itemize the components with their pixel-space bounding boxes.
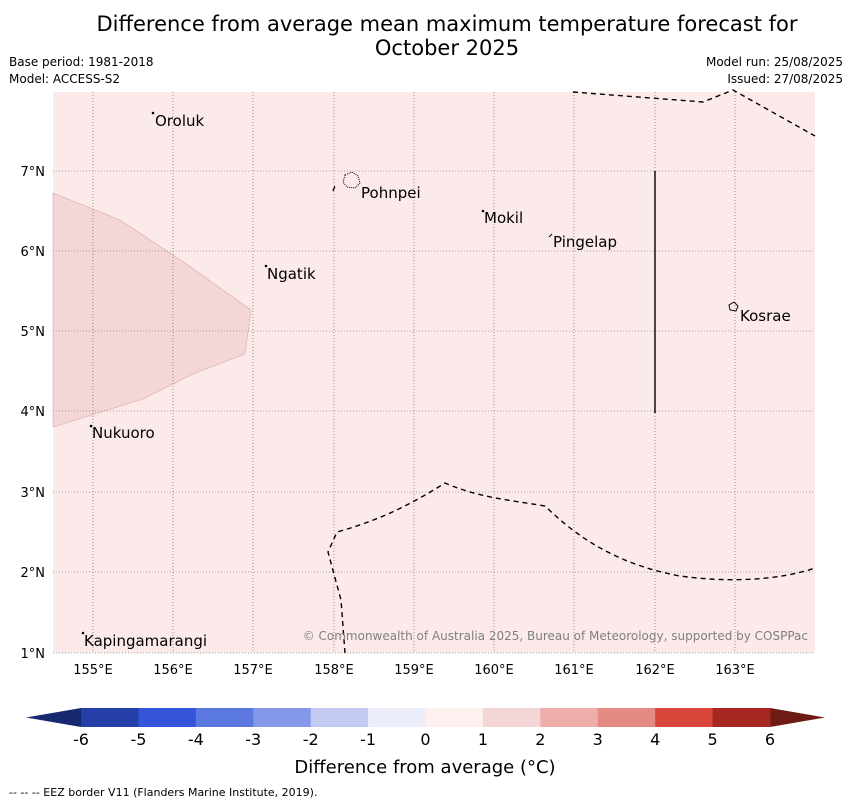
colorbar-tick-label: -3 [245, 730, 261, 749]
colorbar-tick-label: -6 [73, 730, 89, 749]
colorbar-segment [712, 708, 771, 727]
colorbar-segment [195, 708, 254, 727]
colorbar-title: Difference from average (°C) [294, 757, 556, 778]
lon-tick-label: 159°E [394, 663, 434, 678]
lon-tick-label: 155°E [73, 663, 113, 678]
anomaly-patch [52, 192, 252, 428]
footer-note: -- -- -- EEZ border V11 (Flanders Marine… [9, 786, 318, 799]
colorbar-tick-label: 3 [593, 730, 603, 749]
colorbar-tick-label: -2 [303, 730, 319, 749]
mokil-dot [481, 209, 485, 213]
pingelap-dot [548, 233, 553, 238]
gridlines [53, 92, 815, 653]
islands [81, 111, 739, 635]
map-title: Difference from average mean maximum tem… [0, 12, 850, 60]
issued-date: Issued: 27/08/2025 [727, 72, 843, 86]
model-run: Model run: 25/08/2025 [705, 55, 843, 69]
meta-right: Model run: 25/08/2025 Issued: 27/08/2025 [706, 54, 843, 88]
lat-tick-label: 7°N [21, 165, 46, 180]
lon-tick-label: 162°E [635, 663, 675, 678]
place-label-oroluk: Oroluk [155, 112, 204, 130]
colorbar-segment [425, 708, 484, 727]
lon-tick-label: 163°E [715, 663, 755, 678]
lat-tick-label: 5°N [21, 325, 46, 340]
colorbar: -6 -5 -4 -3 -2 -1 0 1 2 3 4 5 6 [26, 708, 825, 749]
lon-tick-label: 157°E [233, 663, 273, 678]
ngatik-dot [264, 264, 268, 268]
copyright-text: © Commonwealth of Australia 2025, Bureau… [303, 629, 808, 643]
place-label-ngatik: Ngatik [267, 265, 316, 283]
place-label-kapingamarangi: Kapingamarangi [84, 632, 207, 650]
oroluk-dot [151, 111, 155, 115]
colorbar-segment [482, 708, 541, 727]
colorbar-extend-low [26, 708, 81, 727]
place-label-nukuoro: Nukuoro [92, 424, 155, 442]
lat-tick-label: 1°N [21, 647, 46, 662]
colorbar-segment [310, 708, 369, 727]
place-label-mokil: Mokil [484, 209, 523, 227]
colorbar-tick-label: -4 [188, 730, 204, 749]
colorbar-segment [81, 708, 139, 727]
eez-border-fragment [332, 185, 336, 192]
colorbar-tick-label: -1 [360, 730, 376, 749]
colorbar-segment [138, 708, 197, 727]
base-period: Base period: 1981-2018 [9, 55, 154, 69]
colorbar-tick-label: 1 [478, 730, 488, 749]
eez-border-north [572, 89, 816, 137]
meta-left: Base period: 1981-2018 Model: ACCESS-S2 [9, 54, 154, 88]
colorbar-segment [368, 708, 426, 727]
eez-border-south [327, 482, 816, 654]
title-line-1: Difference from average mean maximum tem… [96, 12, 798, 36]
title-line-2: October 2025 [374, 36, 520, 60]
lat-tick-label: 2°N [21, 566, 46, 581]
lon-tick-label: 160°E [474, 663, 514, 678]
colorbar-tick-label: -5 [130, 730, 146, 749]
colorbar-segment [253, 708, 312, 727]
place-label-pohnpei: Pohnpei [361, 184, 421, 202]
lon-tick-label: 156°E [153, 663, 193, 678]
colorbar-tick-label: 0 [420, 730, 430, 749]
kosrae-island [728, 301, 739, 312]
colorbar-segment [540, 708, 599, 727]
colorbar-tick-label: 4 [650, 730, 660, 749]
colorbar-extend-high [770, 708, 825, 727]
nukuoro-dot [89, 424, 93, 428]
place-label-kosrae: Kosrae [740, 307, 791, 325]
place-label-pingelap: Pingelap [553, 233, 617, 251]
lat-tick-label: 4°N [21, 405, 46, 420]
colorbar-tick-label: 6 [765, 730, 775, 749]
lat-tick-label: 6°N [21, 245, 46, 260]
lon-tick-label: 158°E [314, 663, 354, 678]
colorbar-segment [597, 708, 656, 727]
lat-tick-label: 3°N [21, 486, 46, 501]
colorbar-tick-label: 2 [535, 730, 545, 749]
pohnpei-island [342, 171, 361, 189]
lon-tick-label: 161°E [554, 663, 594, 678]
colorbar-tick-label: 5 [707, 730, 717, 749]
kapingamarangi-dot [81, 631, 85, 635]
eez-borders [327, 89, 816, 654]
colorbar-segment [655, 708, 714, 727]
model-name: Model: ACCESS-S2 [9, 72, 121, 86]
